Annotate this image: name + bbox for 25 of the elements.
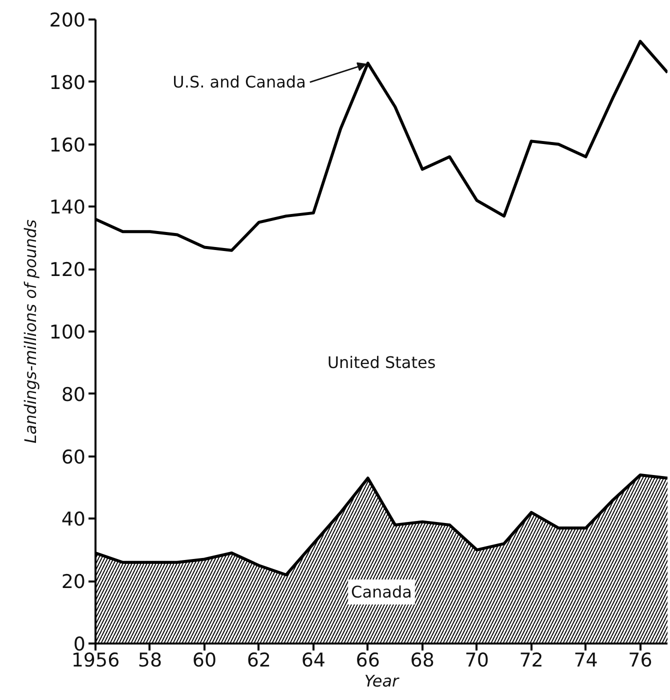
y-tick-label: 120 — [49, 259, 86, 282]
y-axis-title: Landings-millions of pounds — [21, 220, 40, 444]
y-tick-label: 80 — [61, 384, 86, 406]
series-label: Canada — [351, 582, 412, 602]
x-tick-label: 64 — [301, 650, 326, 672]
y-tick-label: 20 — [61, 571, 86, 594]
x-tick-label: 70 — [464, 650, 489, 672]
x-tick-label: 60 — [192, 650, 217, 672]
y-tick-label: 40 — [61, 508, 86, 531]
x-axis-title: Year — [364, 672, 400, 690]
x-tick-label: 58 — [138, 650, 162, 672]
y-tick-label: 100 — [49, 322, 86, 344]
y-tick-label: 200 — [49, 10, 86, 32]
x-tick-label: 72 — [519, 650, 544, 672]
x-tick-label: 76 — [628, 650, 652, 672]
annotation: United States — [327, 353, 436, 372]
y-tick-label: 60 — [61, 446, 86, 468]
x-tick-label: 62 — [246, 650, 272, 672]
y-tick-label: 180 — [49, 72, 86, 94]
x-tick-label: 74 — [574, 650, 598, 672]
x-tick-label: 66 — [356, 650, 380, 672]
annotation: U.S. and Canada — [172, 72, 306, 92]
x-tick-label: 68 — [410, 650, 434, 672]
y-tick-label: 140 — [49, 196, 86, 219]
y-tick-label: 160 — [49, 134, 86, 156]
